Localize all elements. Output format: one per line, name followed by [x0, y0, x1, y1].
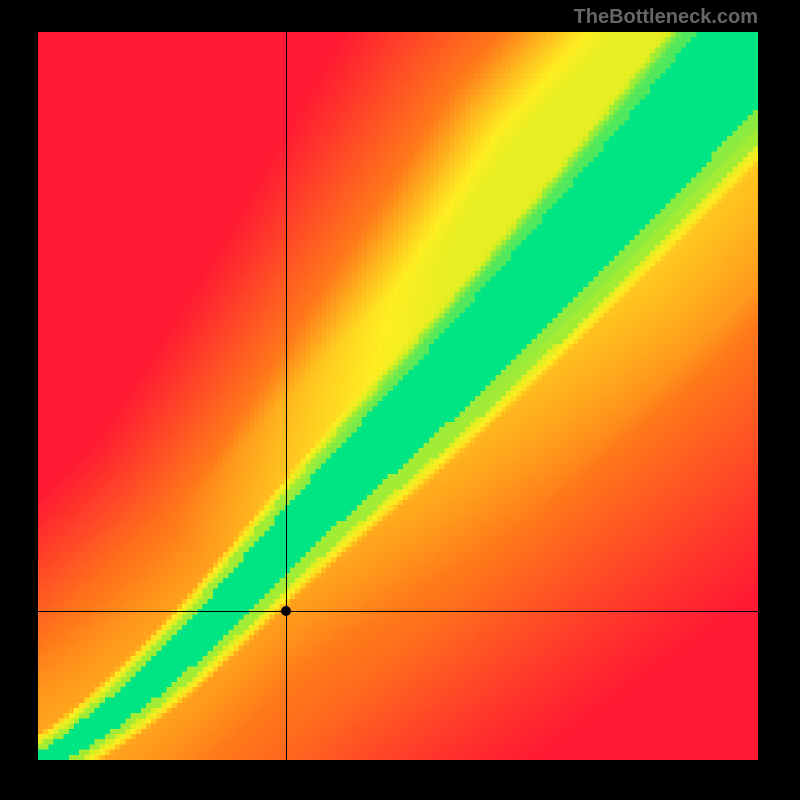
watermark-text: TheBottleneck.com	[574, 6, 758, 29]
heatmap-canvas	[38, 32, 758, 760]
heatmap-plot	[38, 32, 758, 760]
crosshair-vertical	[286, 32, 287, 760]
crosshair-horizontal	[38, 611, 758, 612]
crosshair-marker	[281, 606, 291, 616]
